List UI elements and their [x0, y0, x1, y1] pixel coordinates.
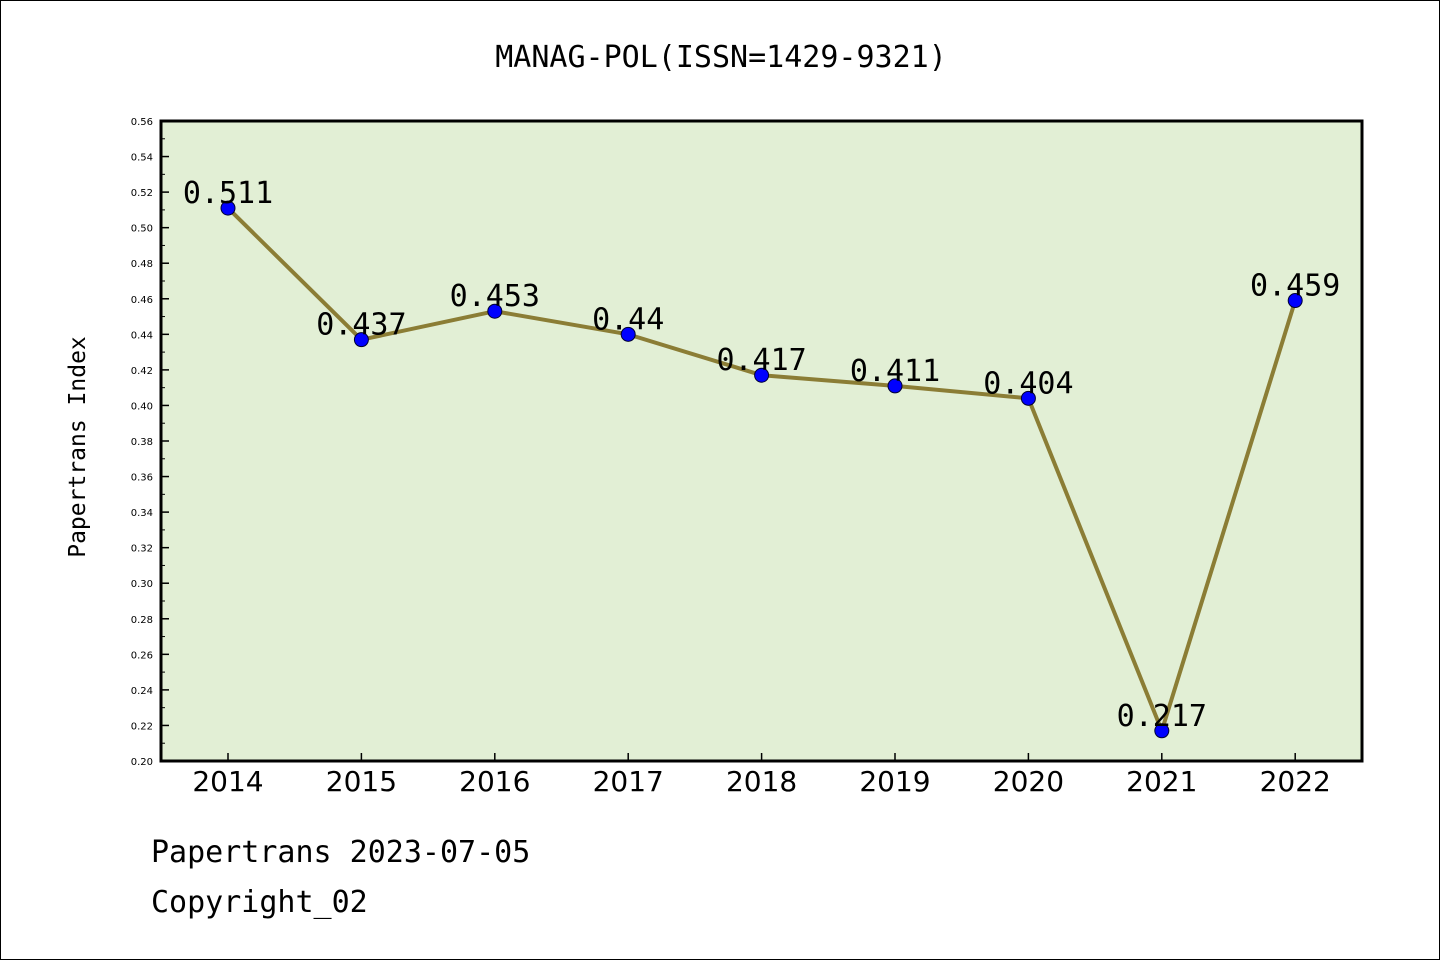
- data-point-marker: [754, 367, 770, 383]
- data-label: 0.404: [983, 366, 1073, 401]
- x-tick-label: 2018: [726, 765, 797, 798]
- x-tick-label: 2017: [593, 765, 664, 798]
- data-label: 0.459: [1250, 269, 1340, 304]
- data-point-marker: [887, 378, 903, 394]
- data-label: 0.453: [450, 279, 540, 314]
- data-label: 0.217: [1117, 699, 1207, 734]
- data-point-marker: [1154, 723, 1170, 739]
- y-axis: 0.20 0.22 0.24 0.26 0.28 0.30 0.32 0.34 0.36 0.38…: [131, 117, 169, 768]
- data-label: 0.417: [716, 343, 806, 378]
- y-tick-label: 0.20: [131, 757, 153, 768]
- data-point-marker: [487, 303, 503, 319]
- x-axis: 2014 2015 2016 2017 2018 2019 2020 2021 2022: [192, 753, 1331, 798]
- y-tick-label: 0.48: [131, 259, 153, 270]
- y-tick-label: 0.38: [131, 437, 153, 448]
- chart-title: MANAG-POL(ISSN=1429-9321): [495, 40, 947, 75]
- data-point-marker: [353, 332, 369, 348]
- y-tick-label: 0.52: [131, 188, 153, 199]
- x-tick-label: 2021: [1126, 765, 1197, 798]
- y-axis-label: Papertrans Index: [65, 336, 91, 558]
- x-tick-label: 2020: [993, 765, 1064, 798]
- data-point-marker: [220, 200, 236, 216]
- data-labels: 0.511 0.437 0.453 0.44 0.417 0.411 0.404 0.217 0…: [183, 176, 1341, 734]
- x-tick-label: 2016: [459, 765, 530, 798]
- y-tick-label: 0.44: [131, 330, 153, 341]
- data-point-marker: [1020, 390, 1036, 406]
- data-label: 0.511: [183, 176, 273, 211]
- y-tick-label: 0.36: [131, 473, 153, 484]
- y-tick-label: 0.28: [131, 615, 153, 626]
- x-tick-label: 2015: [326, 765, 397, 798]
- y-tick-label: 0.42: [131, 366, 153, 377]
- y-tick-label: 0.54: [131, 153, 153, 164]
- y-tick-label: 0.22: [131, 721, 153, 732]
- data-label: 0.44: [592, 302, 664, 337]
- y-tick-label: 0.46: [131, 295, 153, 306]
- y-tick-label: 0.32: [131, 544, 153, 555]
- data-point-marker: [620, 326, 636, 342]
- x-tick-label: 2014: [192, 765, 263, 798]
- y-tick-label: 0.30: [131, 579, 153, 590]
- data-point-marker: [1287, 293, 1303, 309]
- y-tick-label: 0.26: [131, 650, 153, 661]
- footer-date-text: Papertrans 2023-07-05: [151, 835, 531, 870]
- footer-copyright-text: Copyright_02: [151, 885, 368, 920]
- plot-area: [159, 119, 1364, 763]
- data-label: 0.437: [316, 308, 406, 343]
- x-tick-label: 2022: [1260, 765, 1331, 798]
- y-tick-label: 0.56: [131, 117, 153, 128]
- y-tick-label: 0.34: [131, 508, 153, 519]
- y-tick-label: 0.24: [131, 686, 153, 697]
- y-tick-label: 0.50: [131, 224, 153, 235]
- y-tick-label: 0.40: [131, 401, 153, 412]
- data-label: 0.411: [850, 354, 940, 389]
- data-markers: [220, 200, 1303, 739]
- x-tick-label: 2019: [859, 765, 930, 798]
